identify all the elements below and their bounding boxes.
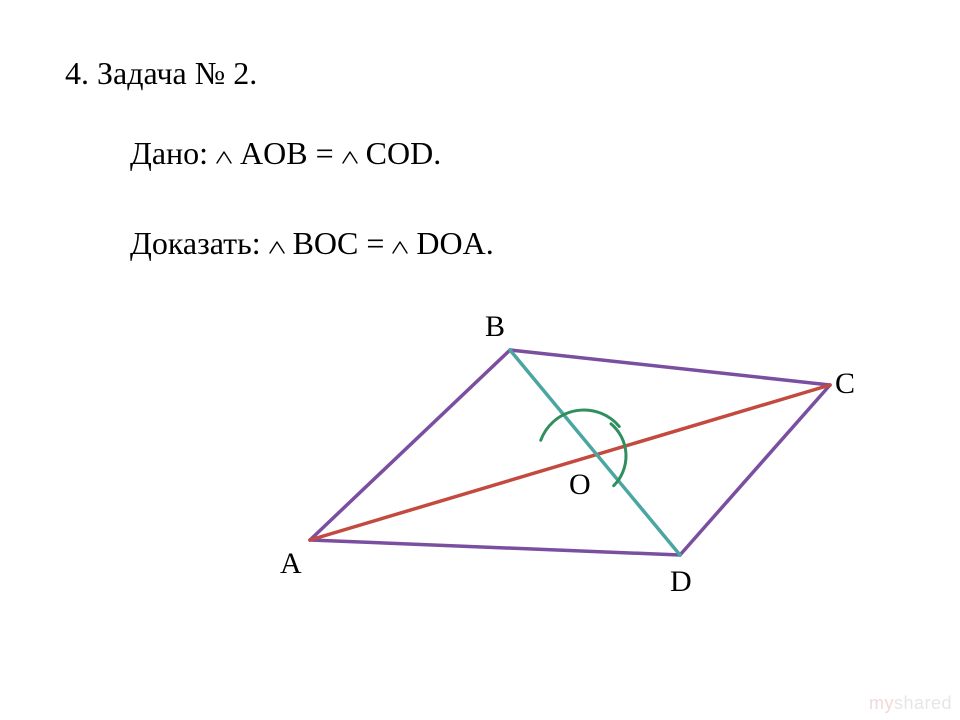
given-rhs: COD. xyxy=(366,135,442,171)
watermark-prefix: my xyxy=(869,693,894,713)
given-eq: = xyxy=(316,135,334,171)
given-line: Дано: AOB = COD. xyxy=(130,135,441,172)
vertex-label: В xyxy=(485,310,505,344)
vertex-label: О xyxy=(569,468,591,502)
triangle-icon xyxy=(216,135,232,172)
watermark: myshared xyxy=(869,693,952,714)
geometry-diagram: АВСDО xyxy=(250,300,850,600)
vertex-label: С xyxy=(835,367,855,401)
triangle-icon xyxy=(269,225,285,262)
prove-lhs: BOC xyxy=(293,225,359,261)
prove-eq: = xyxy=(366,225,384,261)
given-lhs: AOB xyxy=(240,135,308,171)
given-label: Дано: xyxy=(130,135,208,171)
triangle-icon xyxy=(342,135,358,172)
page-title: 4. Задача № 2. xyxy=(65,55,257,92)
prove-rhs: DOA. xyxy=(416,225,493,261)
vertex-label: D xyxy=(670,565,692,599)
prove-line: Доказать: BOC = DOA. xyxy=(130,225,494,262)
triangle-icon xyxy=(392,225,408,262)
vertex-label: А xyxy=(280,547,302,581)
watermark-rest: shared xyxy=(894,693,952,713)
prove-label: Доказать: xyxy=(130,225,261,261)
